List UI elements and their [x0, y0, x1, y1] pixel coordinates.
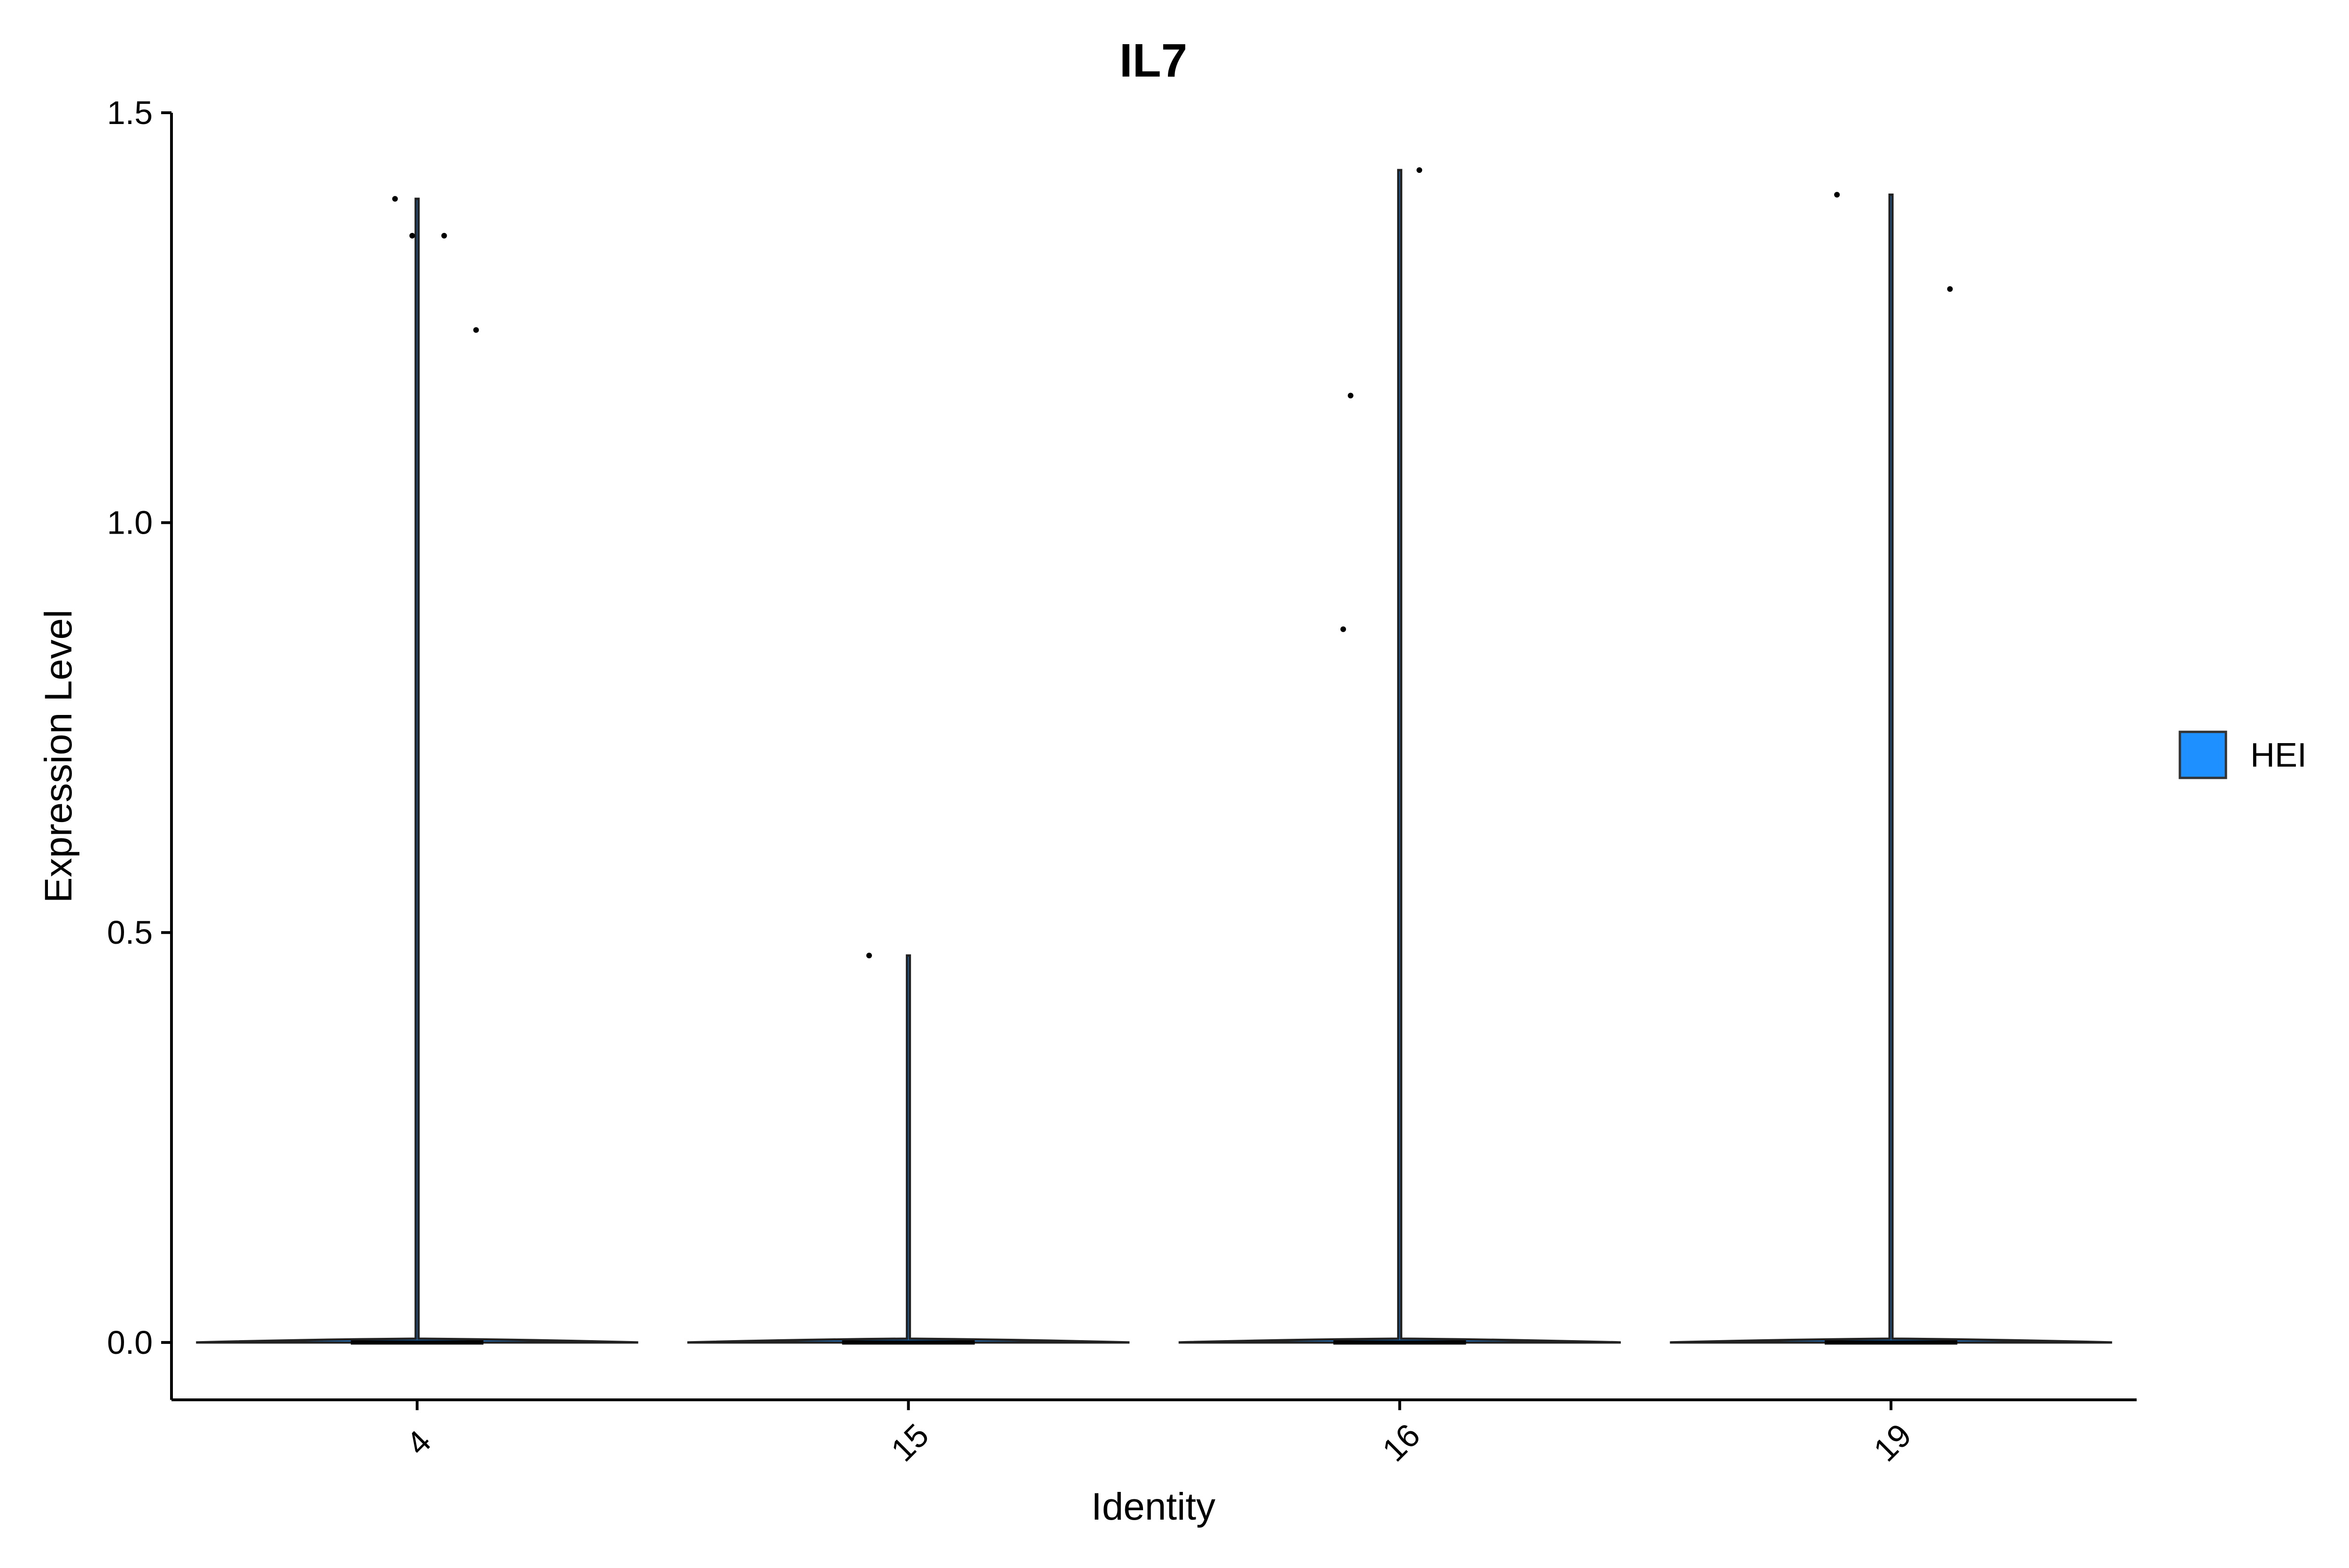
- axes: 0.0 0.5 1.0 1.5 4 15 16 19: [107, 94, 2137, 1468]
- legend-label: HEI: [2250, 737, 2307, 774]
- chart-title: IL7: [1120, 34, 1187, 87]
- y-axis-title: Expression Level: [37, 610, 80, 903]
- data-point: [409, 233, 415, 239]
- violin-body: [196, 197, 638, 1344]
- data-point: [392, 196, 398, 202]
- y-tick-label: 0.0: [107, 1324, 153, 1361]
- data-point: [473, 327, 479, 333]
- violin-body: [1178, 169, 1621, 1344]
- y-tick-label: 0.5: [107, 914, 153, 951]
- violin-4: [196, 197, 638, 1345]
- data-point: [1834, 192, 1840, 198]
- data-point: [1416, 167, 1423, 173]
- y-tick-label: 1.5: [107, 94, 153, 131]
- y-tick-label: 1.0: [107, 505, 153, 541]
- x-axis-title: Identity: [1091, 1485, 1215, 1528]
- data-point: [866, 953, 872, 959]
- x-tick-label: 16: [1375, 1417, 1427, 1468]
- legend-key-swatch: [2178, 730, 2227, 779]
- data-point: [1347, 393, 1353, 399]
- violins: [196, 169, 2112, 1345]
- violin-body: [1670, 194, 2112, 1344]
- violin-15: [687, 954, 1130, 1345]
- jitter-points: [392, 167, 1953, 959]
- x-tick-label: 4: [399, 1423, 438, 1462]
- x-tick-label: 19: [1867, 1417, 1918, 1468]
- data-point: [441, 233, 447, 239]
- legend: HEI: [2178, 730, 2307, 779]
- violin-19: [1670, 194, 2112, 1345]
- x-tick-label: 15: [884, 1417, 936, 1468]
- violin-body: [687, 954, 1130, 1344]
- data-point: [1340, 626, 1346, 632]
- violin-16: [1178, 169, 1621, 1345]
- data-point: [1947, 286, 1953, 292]
